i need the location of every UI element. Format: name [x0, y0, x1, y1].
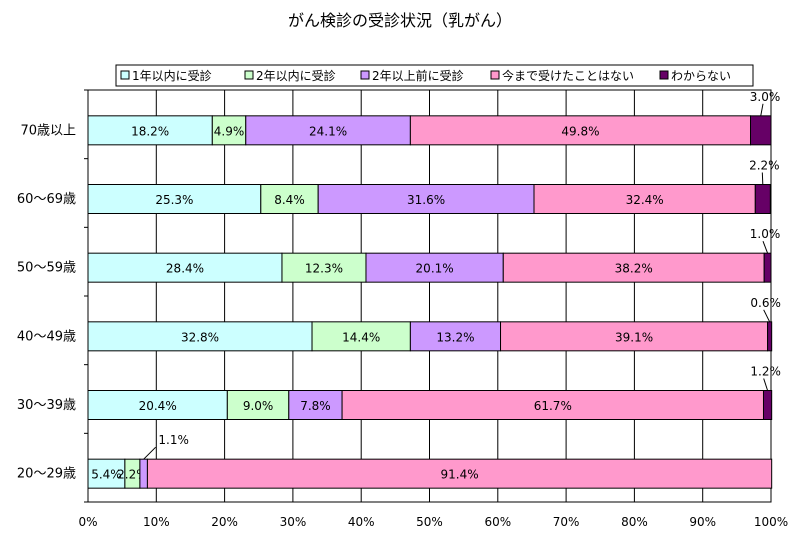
data-label: 14.4% — [342, 330, 380, 344]
bar-segment — [245, 115, 411, 146]
legend-label: 2年以内に受診 — [256, 68, 336, 83]
bar-segment — [754, 184, 771, 214]
x-tick-label: 80% — [621, 515, 648, 529]
x-tick-label: 10% — [143, 515, 170, 529]
data-label: 61.7% — [534, 399, 572, 413]
data-label: 3.0% — [750, 90, 781, 104]
category-label: 70歳以上 — [20, 123, 76, 138]
leader-line — [143, 446, 157, 460]
legend-swatch — [659, 70, 669, 80]
data-label: 7.8% — [300, 399, 331, 413]
bar-segment — [750, 115, 772, 146]
data-label: 0.6% — [750, 296, 781, 310]
data-label: 25.3% — [155, 193, 193, 207]
data-label: 28.4% — [166, 262, 204, 276]
leader-line — [760, 103, 764, 116]
legend-swatch — [360, 70, 370, 80]
bar-segment — [502, 252, 765, 283]
bar-segment — [763, 252, 772, 283]
data-label: 18.2% — [131, 124, 169, 138]
bar-segment — [87, 321, 313, 352]
leader-line — [763, 378, 769, 391]
data-label: 31.6% — [407, 193, 445, 207]
data-label: 9.0% — [243, 399, 274, 413]
legend-label: わからない — [671, 69, 731, 83]
category-label: 50～59歳 — [17, 261, 76, 276]
data-label: 13.2% — [436, 330, 474, 344]
legend-label: 今まで受けたことはない — [502, 68, 634, 83]
bar-segment — [365, 252, 504, 283]
x-tick-label: 0% — [78, 515, 97, 529]
category-label: 60～69歳 — [17, 192, 76, 207]
legend-label: 1年以内に受診 — [132, 68, 212, 83]
chart-title: がん検診の受診状況（乳がん） — [288, 11, 512, 30]
data-label: 12.3% — [305, 262, 343, 276]
category-label: 40～49歳 — [17, 329, 76, 344]
data-label: 1.1% — [158, 433, 189, 447]
category-label: 20～29歳 — [17, 467, 76, 482]
bar-segment — [87, 184, 262, 214]
bar-segment — [341, 390, 764, 420]
x-tick-label: 100% — [754, 515, 788, 529]
data-label: 24.1% — [309, 124, 347, 138]
data-label: 8.4% — [274, 193, 305, 207]
data-label: 38.2% — [615, 262, 653, 276]
data-label: 91.4% — [440, 468, 478, 482]
data-label: 39.1% — [615, 330, 653, 344]
data-label: 32.4% — [626, 193, 664, 207]
data-label: 2.2% — [749, 159, 780, 173]
bar-segment — [87, 252, 283, 283]
bar-segment — [409, 115, 752, 146]
data-label: 20.4% — [139, 399, 177, 413]
leader-line — [763, 309, 771, 323]
data-label: 4.9% — [214, 124, 245, 138]
bar-segment — [139, 458, 148, 489]
plot-area: 0% 10% 20% 30% 40% 50% 60% 70% 80% 90% 100% 70歳以上 18… — [17, 89, 788, 529]
data-label: 32.8% — [181, 330, 219, 344]
data-label: 1.0% — [750, 227, 781, 241]
bar-segment — [260, 184, 319, 214]
legend-label: 2年以上前に受診 — [372, 68, 464, 83]
legend-swatch — [490, 70, 500, 80]
bar-segment — [87, 390, 228, 420]
x-tick-label: 60% — [484, 515, 511, 529]
bar-segment — [317, 184, 535, 214]
bar-segment — [500, 321, 769, 352]
bar-segment — [311, 321, 411, 352]
category-label: 30～39歳 — [17, 398, 76, 413]
legend-swatch — [244, 70, 254, 80]
x-tick-label: 30% — [280, 515, 307, 529]
x-tick-label: 50% — [416, 515, 443, 529]
data-label: 20.1% — [416, 262, 454, 276]
bar-segment — [409, 321, 502, 352]
x-tick-label: 20% — [211, 515, 238, 529]
bar-segment — [767, 321, 773, 352]
bar-segment — [288, 390, 343, 420]
legend-box — [115, 64, 754, 87]
leader-line — [762, 240, 769, 254]
bar-segment — [146, 458, 773, 489]
x-tick-label: 70% — [553, 515, 580, 529]
bar-segment — [211, 115, 247, 146]
bar-segment — [762, 390, 773, 420]
legend-swatch — [120, 70, 130, 80]
data-label: 1.2% — [750, 365, 781, 379]
data-label: 5.4% — [91, 468, 122, 482]
data-label: 49.8% — [561, 124, 599, 138]
x-tick-label: 90% — [689, 515, 716, 529]
x-tick-label: 40% — [348, 515, 375, 529]
legend: 1年以内に受診 2年以内に受診 2年以上前に受診 今まで受けたことはない わからない — [115, 64, 754, 87]
bar-segment — [226, 390, 290, 420]
